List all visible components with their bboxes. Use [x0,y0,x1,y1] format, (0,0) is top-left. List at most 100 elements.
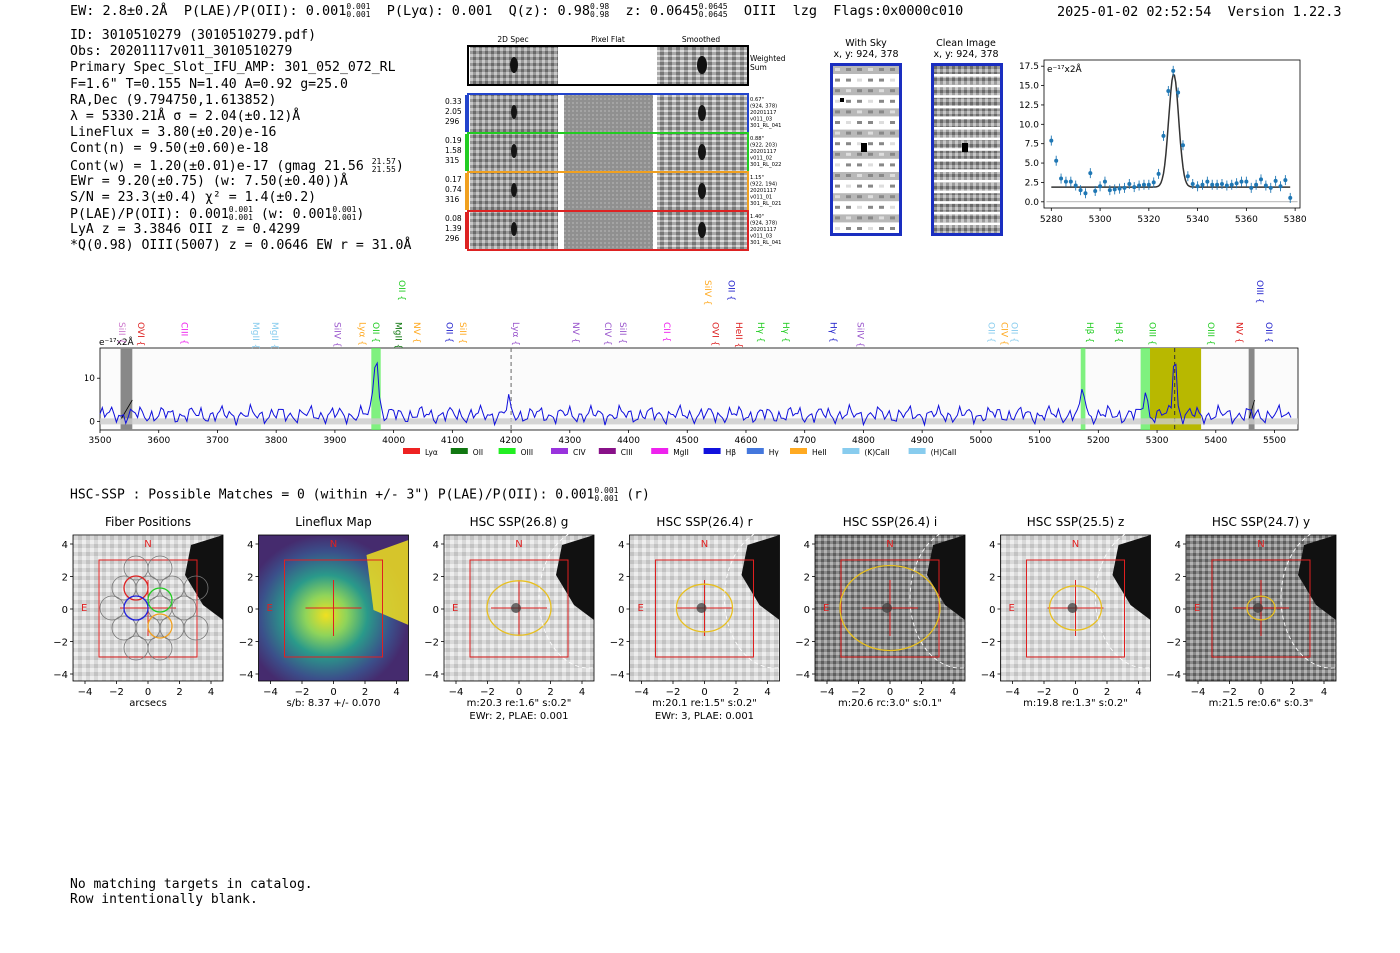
with-sky-header: With Sky x, y: 924, 378 [830,38,902,60]
full-spectrum-chart: 3500 3600 3700 3800 3900 4000 4100 4200 4300 4400… [85,280,1299,457]
hsc-x-tick: −4 [263,687,278,698]
emission-line-label: OIII { [1146,322,1156,346]
zoom-point [1229,182,1234,187]
hsc-x-tick: −4 [449,687,464,698]
hsc-y-tick: −2 [53,638,68,649]
hsc-title-band: (r) [626,487,650,503]
emission-line-label: NV { [1233,322,1243,343]
hsc-panel-title: HSC SSP(26.4) r [656,515,752,529]
hsc-x-tick: −2 [666,687,681,698]
emission-line-label: OII { [444,322,454,343]
emission-line-label: MgII { [250,322,260,349]
emission-line-label: NV { [570,322,580,343]
spectrum-y-tick: 10 [85,374,95,384]
spectrum-x-tick: 5100 [1028,436,1051,446]
emission-line-label: OVI { [135,322,145,346]
hsc-y-tick: 2 [618,573,624,584]
emission-line-label: SiIV { [855,322,865,348]
hsc-y-tick: 2 [804,573,810,584]
header-mode: lzg [792,3,817,19]
hsc-y-tick: −4 [610,670,625,681]
header-qz-hi: 0.98 [589,2,610,11]
hsc-y-tick: 2 [247,573,253,584]
spectrum-x-tick: 5500 [1263,436,1286,446]
hsc-x-tick: 2 [547,687,553,698]
zoom-point [1273,178,1278,183]
hsc-panel: Fiber Positions N E −4 −2 0 2 4 4 2 0 −2 −4 arcsecs [53,515,224,709]
east-label: E [81,603,87,614]
emission-line-label: OII { [370,322,380,343]
svg-text:(K)CaII: (K)CaII [864,448,889,457]
hsc-x-tick: −2 [295,687,310,698]
emission-line-label: CIII { [179,322,189,345]
cutout-left-value: 315 [445,156,460,165]
north-label: N [330,539,337,550]
zoom-y-tick: 2.5 [1025,178,1039,188]
cutout-right-value: 1.40" [750,214,764,220]
spectrum-x-tick: 5400 [1204,436,1227,446]
hsc-x-tick: 2 [176,687,182,698]
zoom-point [1288,195,1293,200]
hsc-x-tick: 0 [887,687,893,698]
cutout-left-value: 2.05 [445,107,462,116]
cutout-left-value: 296 [445,117,460,126]
emission-line-label: Hβ { [1084,322,1094,343]
zoom-point [1244,179,1249,184]
zoom-point [1073,183,1078,188]
zoom-point [1234,181,1239,186]
svg-text:CIV: CIV [573,448,586,457]
info-id: ID: 3010510279 (3010510279.pdf) [70,28,317,43]
spectrum-x-tick: 3500 [89,436,112,446]
cutout-left-value: 0.33 [445,97,462,106]
hsc-title: HSC-SSP : Possible Matches = 0 (within +… [70,487,595,503]
hsc-title-lo: 0.001 [594,494,619,503]
hsc-x-tick: 0 [516,687,522,698]
cutout-right-value: (924, 378) [750,104,777,110]
zoom-x-tick: 5340 [1186,215,1209,225]
zoom-point [1283,178,1288,183]
emission-line-label: Lyα { [357,322,367,346]
zoom-y-tick: 5.0 [1025,159,1040,169]
header-qz: Q(z): 0.98 [508,3,590,19]
zoom-point [1049,138,1054,143]
info-lambda: λ = 5330.21Å σ = 2.04(±0.12)Å [70,108,301,124]
zoom-point [1098,184,1103,189]
hsc-y-tick: 2 [1175,573,1181,584]
hsc-y-tick: −4 [981,670,996,681]
spectrum-x-tick: 4300 [558,436,581,446]
with-sky-title: With Sky [845,38,887,49]
zoom-point [1254,182,1259,187]
legend-item: MgII [651,448,689,457]
header-timestamp-version: 2025-01-02 02:52:54 Version 1.22.3 [1057,4,1342,20]
cutout-left-value: 1.39 [445,224,462,233]
zoom-point [1063,179,1068,184]
header-qz-lo: 0.98 [589,10,610,19]
legend-item: OII [450,448,483,457]
info-q: *Q(0.98) OIII(5007) z = 0.0646 EW r = 31… [70,238,412,254]
hsc-y-tick: 0 [1175,605,1181,616]
spectrum-x-tick: 4000 [382,436,405,446]
zoom-y-tick: 12.5 [1019,101,1039,111]
hsc-panel-title: Fiber Positions [105,515,191,529]
hsc-x-tick: 2 [362,687,368,698]
hsc-x-tick: 4 [764,687,770,698]
hsc-y-tick: 4 [618,540,624,551]
hsc-y-tick: 0 [804,605,810,616]
zoom-y-tick: 17.5 [1019,62,1039,72]
emission-line-label: OII { [396,280,406,301]
clean-image-xy: x, y: 924, 378 [933,49,999,60]
cutout-right-value: 0.88" [750,136,764,142]
spectrum-x-tick: 3800 [265,436,288,446]
source-ellipse [675,583,734,633]
emission-line-label: SiIV { [702,280,712,306]
info-lya: LyA z = 3.3846 OII z = 0.4299 [70,222,301,238]
cutout-left-value: 0.19 [445,136,462,145]
hsc-x-tick: 2 [733,687,739,698]
hsc-caption-2: EWr: 3, PLAE: 0.001 [655,711,754,722]
hsc-panel-title: HSC SSP(24.7) y [1212,515,1310,529]
with-sky-image [830,63,902,236]
